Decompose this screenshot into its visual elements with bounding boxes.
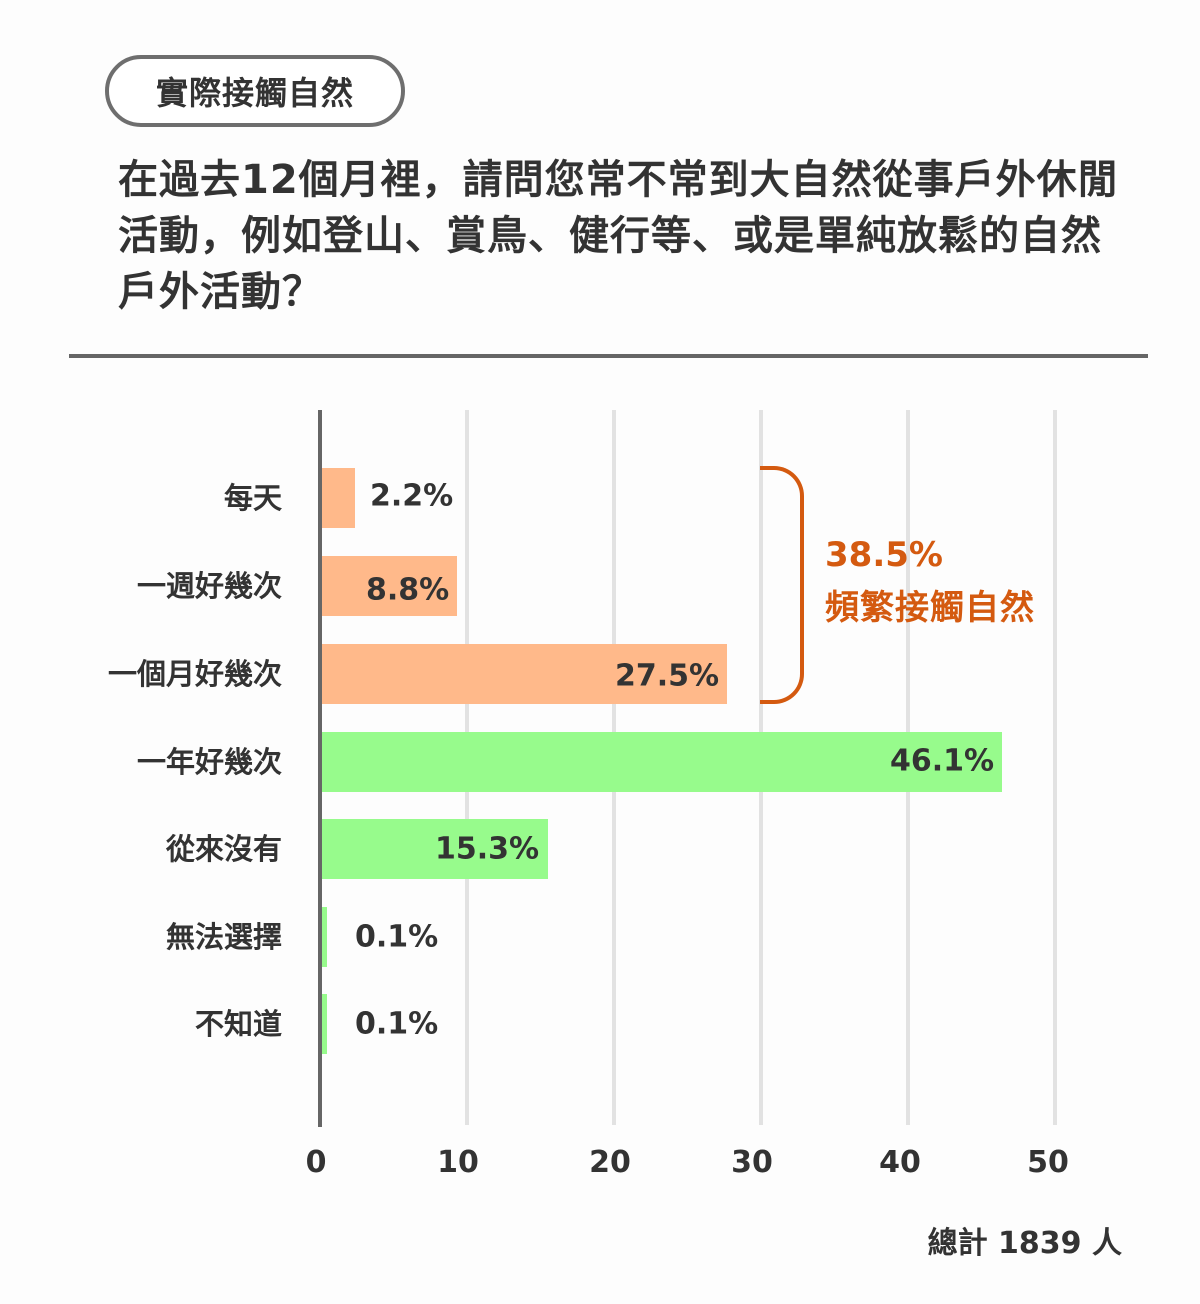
x-tick: 40 bbox=[879, 1145, 921, 1180]
bar-never bbox=[322, 819, 548, 879]
category-label: 一個月好幾次 bbox=[107, 657, 282, 691]
bar-weekly bbox=[322, 556, 457, 616]
section-tag: 實際接觸自然 bbox=[105, 55, 405, 127]
category-label: 一週好幾次 bbox=[136, 569, 282, 603]
category-label: 無法選擇 bbox=[165, 920, 282, 954]
category-label: 一年好幾次 bbox=[136, 745, 282, 779]
category-label: 每天 bbox=[223, 481, 282, 515]
bar-daily bbox=[322, 468, 355, 528]
value-label: 0.1% bbox=[355, 919, 439, 955]
bar-cannot-choose bbox=[322, 907, 327, 967]
value-label: 8.8% bbox=[366, 572, 450, 608]
y-axis-line bbox=[318, 410, 322, 1127]
category-label: 不知道 bbox=[194, 1007, 282, 1041]
value-label: 2.2% bbox=[370, 478, 454, 514]
bar-monthly bbox=[322, 644, 727, 704]
header-divider bbox=[69, 354, 1148, 358]
frequent-total-value: 38.5% bbox=[825, 535, 943, 575]
x-tick: 10 bbox=[437, 1145, 479, 1180]
sample-size: 總計 1839 人 bbox=[927, 1226, 1122, 1261]
x-tick: 30 bbox=[731, 1145, 773, 1180]
frequent-total-label: 頻繁接觸自然 bbox=[825, 588, 1035, 628]
value-label: 46.1% bbox=[890, 743, 995, 779]
bar-dont-know bbox=[322, 994, 327, 1054]
gridline-50 bbox=[1053, 410, 1057, 1125]
survey-question: 在過去12個月裡，請問您常不常到大自然從事戶外休閒活動，例如登山、賞鳥、健行等、… bbox=[118, 157, 1119, 315]
value-label: 15.3% bbox=[435, 831, 540, 867]
x-tick: 0 bbox=[305, 1145, 327, 1180]
x-tick: 20 bbox=[589, 1145, 631, 1180]
value-label: 27.5% bbox=[615, 658, 720, 694]
value-label: 0.1% bbox=[355, 1006, 439, 1042]
x-tick: 50 bbox=[1027, 1145, 1069, 1180]
category-label: 從來沒有 bbox=[165, 832, 282, 866]
frequent-bracket bbox=[760, 466, 804, 704]
section-tag-label: 實際接觸自然 bbox=[155, 74, 354, 112]
bar-yearly bbox=[322, 732, 1002, 792]
